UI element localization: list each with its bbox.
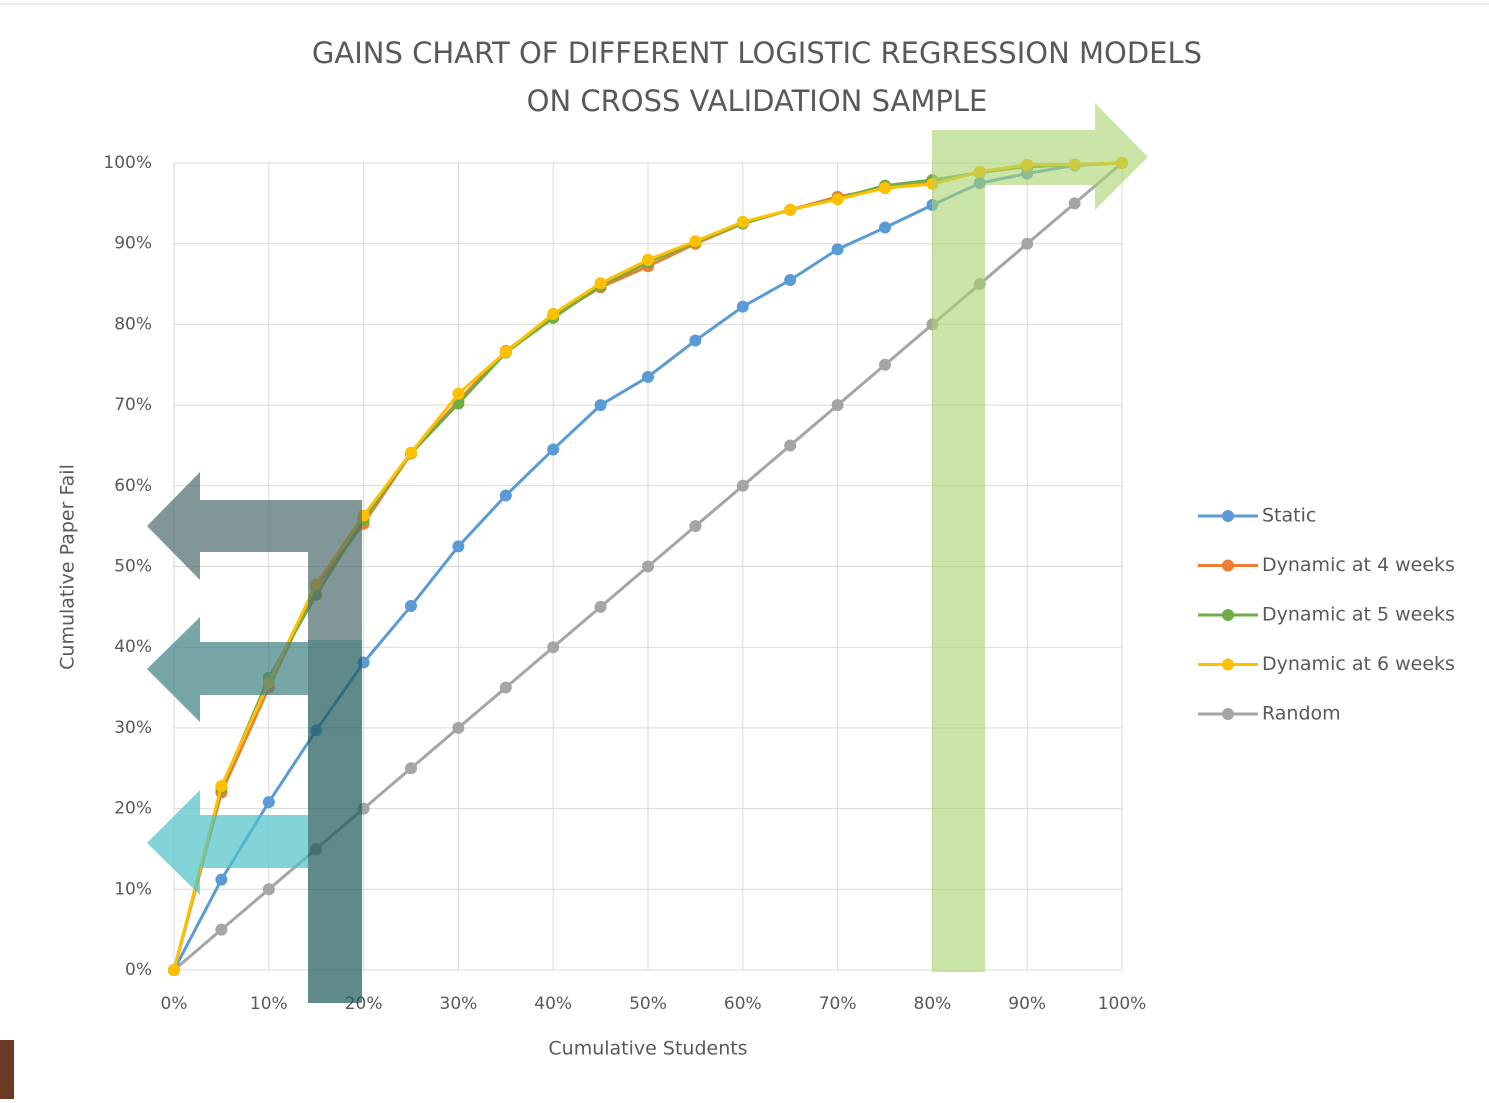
y-tick-label: 100%: [103, 153, 152, 173]
data-point: [689, 520, 702, 533]
data-point: [784, 274, 797, 287]
data-point: [1021, 237, 1034, 250]
x-tick-label: 90%: [1008, 994, 1046, 1014]
legend: Static Dynamic at 4 weeks Dynamic at 5 wee…: [1198, 505, 1455, 725]
legend-marker: [1222, 658, 1234, 671]
arrow-head: [147, 472, 200, 580]
data-point: [689, 334, 702, 347]
legend-label: Static: [1262, 505, 1316, 527]
corner-decoration: [0, 1040, 14, 1099]
y-tick-label: 80%: [114, 314, 152, 334]
legend-marker: [1222, 609, 1234, 621]
legend-marker: [1222, 708, 1234, 720]
data-point: [642, 253, 654, 266]
data-point: [594, 600, 607, 613]
x-tick-label: 40%: [534, 994, 572, 1014]
legend-marker: [1222, 510, 1234, 522]
y-tick-label: 60%: [114, 476, 152, 496]
data-point: [262, 796, 275, 809]
y-tick-label: 20%: [114, 799, 152, 819]
data-point: [642, 370, 654, 383]
bar-overlay: [308, 500, 362, 640]
arrow-shaft: [932, 130, 1095, 185]
y-axis-label: Cumulative Paper Fail: [57, 464, 79, 670]
data-point: [168, 964, 180, 976]
x-tick-label: 100%: [1098, 994, 1147, 1014]
y-tick-label: 50%: [114, 557, 152, 577]
data-point: [547, 443, 560, 456]
data-point: [452, 397, 465, 410]
arrow-shaft: [200, 815, 310, 868]
legend-label: Dynamic at 5 weeks: [1262, 604, 1455, 626]
data-point: [642, 560, 654, 573]
data-point: [215, 780, 228, 793]
data-point: [831, 243, 844, 256]
data-point: [452, 721, 465, 734]
data-point: [594, 399, 607, 412]
chart-title: ON CROSS VALIDATION SAMPLE: [527, 84, 988, 118]
x-tick-label: 60%: [724, 994, 762, 1014]
x-tick-label: 30%: [440, 994, 478, 1014]
x-tick-label: 70%: [819, 994, 857, 1014]
x-tick-label: 10%: [250, 994, 288, 1014]
y-tick-label: 70%: [114, 395, 152, 415]
data-point: [499, 345, 512, 358]
x-tick-label: 80%: [914, 994, 952, 1014]
arrow-shaft: [200, 642, 310, 695]
x-axis-label: Cumulative Students: [548, 1038, 747, 1060]
data-point: [784, 203, 797, 216]
y-tick-label: 40%: [114, 637, 152, 657]
data-point: [736, 300, 749, 313]
data-point: [215, 923, 228, 936]
data-point: [879, 358, 891, 371]
chart-title: GAINS CHART OF DIFFERENT LOGISTIC REGRES…: [312, 36, 1202, 70]
data-point: [452, 387, 465, 400]
overlay-arrows: [147, 472, 362, 1003]
data-point: [215, 873, 228, 886]
data-point: [736, 479, 749, 492]
data-point: [879, 182, 891, 195]
data-point: [405, 762, 417, 775]
bar-overlay: [932, 185, 985, 972]
data-point: [831, 399, 844, 412]
x-tick-label: 0%: [161, 994, 188, 1014]
y-tick-label: 0%: [125, 960, 152, 980]
y-tick-label: 30%: [114, 718, 152, 738]
data-point: [594, 277, 607, 290]
data-point: [736, 215, 749, 228]
grid: 0%10%20%30%40%50%60%70%80%90%100%0% 10% 20…: [103, 153, 1146, 1014]
data-point: [547, 641, 560, 654]
y-tick-label: 10%: [114, 879, 152, 899]
legend-marker: [1222, 559, 1234, 572]
bar-overlay: [308, 640, 362, 1003]
data-point: [1068, 197, 1081, 210]
legend-label: Random: [1262, 703, 1341, 725]
overlay-green: [932, 103, 1148, 972]
data-point: [879, 221, 891, 234]
data-point: [405, 446, 417, 459]
data-point: [831, 193, 844, 206]
legend-label: Dynamic at 4 weeks: [1262, 554, 1455, 576]
legend-label: Dynamic at 6 weeks: [1262, 653, 1455, 675]
arrow-head: [147, 790, 200, 895]
data-point: [499, 681, 512, 694]
data-point: [262, 883, 275, 896]
data-point: [689, 235, 702, 248]
data-point: [784, 439, 797, 452]
data-point: [452, 540, 465, 553]
data-point: [499, 489, 512, 502]
arrow-head: [147, 617, 200, 722]
data-point: [547, 307, 560, 320]
data-point: [405, 600, 417, 613]
y-tick-label: 90%: [114, 234, 152, 254]
x-tick-label: 50%: [629, 994, 667, 1014]
arrow-head: [1095, 103, 1148, 210]
